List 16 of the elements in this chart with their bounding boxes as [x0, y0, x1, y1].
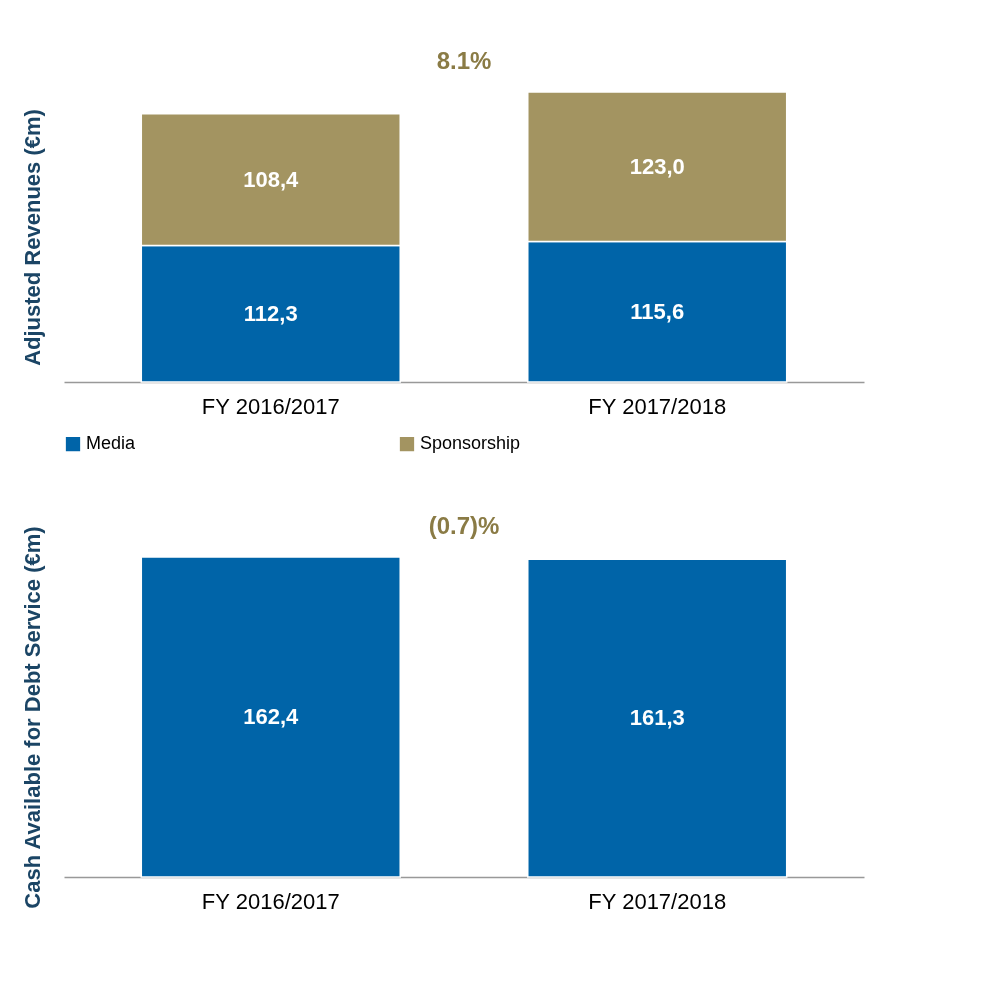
data-label: 162,4	[243, 704, 300, 729]
y-axis-title: Adjusted Revenues (€m)	[19, 109, 45, 366]
legend-label: Media	[86, 433, 137, 454]
text: (0.7)%	[428, 512, 500, 539]
data-label: 161,3	[629, 705, 685, 731]
y-axis-title: Cash Available for Debt Service (€m)	[19, 526, 45, 909]
x-tick-label: FY 2016/2017	[201, 393, 340, 419]
x-tick-label: FY 2017/2018	[588, 888, 727, 914]
data-label: 115,6	[630, 298, 685, 324]
data-label: 112,3	[243, 300, 298, 326]
x-tick-label: FY 2016/2017	[201, 888, 340, 914]
data-label: 123,0	[629, 153, 685, 179]
data-label: 108,4	[243, 166, 300, 192]
text: 8.1%	[436, 47, 492, 74]
legend-label: Sponsorship	[420, 433, 521, 454]
x-tick-label: FY 2017/2018	[588, 393, 727, 419]
